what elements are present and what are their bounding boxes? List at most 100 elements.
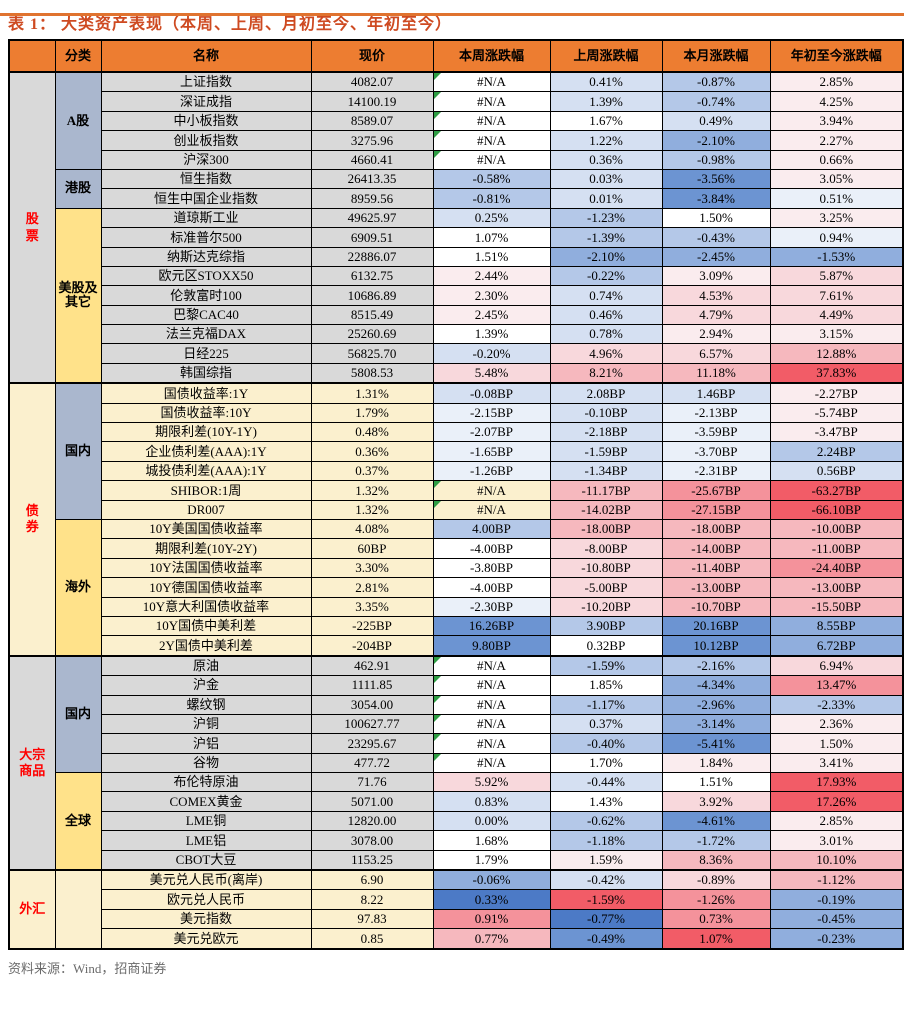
error-triangle-icon <box>434 734 441 742</box>
change-cell: -3.47BP <box>769 422 904 443</box>
change-cell: #N/A <box>432 713 551 735</box>
change-cell: #N/A <box>432 733 551 754</box>
col-header-7: 年初至今涨跌幅 <box>769 39 904 73</box>
change-cell: -5.41% <box>661 733 771 754</box>
table-row: 全球 布伦特原油 71.76 5.92% -0.44% 1.51% 17.93% <box>9 772 904 871</box>
price-cell: 8589.07 <box>310 110 434 132</box>
change-value: -4.34% <box>697 677 735 693</box>
change-value: -10.80BP <box>581 560 631 576</box>
table-row: 沪深300 4660.41 #N/A 0.36% -0.98% 0.66% <box>9 149 904 170</box>
change-cell: 1.79% <box>432 849 551 871</box>
change-cell: 16.26BP <box>432 615 551 637</box>
change-value: -0.44% <box>587 774 625 790</box>
change-value: -1.26% <box>697 891 735 907</box>
asset-name-cell: COMEX黄金 <box>100 791 312 812</box>
asset-name-cell: 深证成指 <box>100 91 312 112</box>
change-value: -3.84% <box>697 190 735 206</box>
change-value: 0.83% <box>474 793 509 809</box>
change-value: 1.50% <box>819 735 854 751</box>
change-value: -27.15BP <box>691 501 741 517</box>
change-value: -18.00BP <box>691 521 741 537</box>
col-header-2: 名称 <box>100 39 312 73</box>
change-value: -2.16% <box>697 658 735 674</box>
change-cell: 3.15% <box>769 324 904 345</box>
table-row: 恒生中国企业指数 8959.56 -0.81% 0.01% -3.84% 0.51% <box>9 188 904 209</box>
change-value: -5.41% <box>697 735 735 751</box>
change-value: -0.10BP <box>584 405 628 421</box>
change-cell: #N/A <box>432 480 551 501</box>
change-cell: 0.74% <box>549 285 663 306</box>
asset-name-cell: 创业板指数 <box>100 130 312 151</box>
change-value: -2.96% <box>697 696 735 712</box>
change-value: -1.23% <box>587 210 625 226</box>
change-value: -0.23% <box>817 930 856 946</box>
change-cell: -0.20% <box>432 343 551 364</box>
change-value: -2.15BP <box>470 405 513 421</box>
asset-name-cell: CBOT大豆 <box>100 849 312 871</box>
change-value: -0.81% <box>472 190 511 206</box>
price-cell: 0.48% <box>310 422 434 443</box>
table-row: 中小板指数 8589.07 #N/A 1.67% 0.49% 3.94% <box>9 110 904 132</box>
change-cell: -1.53% <box>769 246 904 267</box>
asset-name-cell: 10Y意大利国债收益率 <box>100 596 312 617</box>
table-row: 股票 A股 上证指数 4082.07 #N/A 0.41% -0.87% 2.85% <box>8 70 904 384</box>
change-cell: -2.27BP <box>769 382 904 404</box>
change-cell: 5.87% <box>769 265 904 287</box>
change-value: 2.85% <box>819 74 854 90</box>
change-cell: -5.74BP <box>769 402 904 424</box>
price-cell: 3.35% <box>310 596 434 617</box>
change-cell: -0.19% <box>769 889 904 910</box>
price-cell: 4660.41 <box>310 149 434 170</box>
change-cell: 1.50% <box>661 207 771 229</box>
change-cell: -1.23% <box>549 207 663 229</box>
change-value: 0.49% <box>699 113 733 129</box>
change-cell: 5.48% <box>432 362 551 384</box>
col-header-6: 本月涨跌幅 <box>661 39 771 73</box>
change-cell: -2.13BP <box>661 402 771 424</box>
change-value: -0.87% <box>697 74 735 90</box>
change-value: 1.39% <box>474 326 509 342</box>
subcategory-label: A股 <box>66 112 90 128</box>
change-value: 3.15% <box>819 326 854 342</box>
change-value: 1.84% <box>699 755 733 771</box>
subcategory-label: 国内 <box>64 705 91 721</box>
change-cell: 1.39% <box>432 324 551 345</box>
change-cell: 1.07% <box>432 227 551 248</box>
change-cell: -13.00BP <box>661 577 771 598</box>
table-row: 美股及其它 道琼斯工业 49625.97 0.25% -1.23% 1.50% 3.25% <box>9 207 904 384</box>
change-cell: -1.26% <box>661 889 771 910</box>
change-cell: -2.96% <box>661 694 771 715</box>
change-value: -2.10% <box>587 248 625 264</box>
change-cell: 0.77% <box>432 928 551 950</box>
price-cell: 477.72 <box>310 752 434 774</box>
change-value: -0.42% <box>587 872 625 888</box>
change-value: 0.46% <box>589 307 623 323</box>
change-cell: -2.45% <box>661 246 771 267</box>
price-cell: 56825.70 <box>310 343 434 364</box>
price-cell: 4082.07 <box>310 71 434 93</box>
asset-name-cell: 标准普尔500 <box>100 227 312 248</box>
change-cell: 3.90BP <box>549 615 663 637</box>
error-triangle-icon <box>434 92 441 100</box>
table-row: 美元兑欧元 0.85 0.77% -0.49% 1.07% -0.23% <box>9 928 904 950</box>
change-cell: 4.79% <box>661 304 771 326</box>
change-cell: -0.58% <box>432 168 551 190</box>
change-value: -66.10BP <box>811 501 861 517</box>
change-value: -4.00BP <box>470 579 513 595</box>
change-cell: 37.83% <box>769 362 904 384</box>
table-row: LME铝 3078.00 1.68% -1.18% -1.72% 3.01% <box>9 830 904 851</box>
change-cell: 3.92% <box>661 791 771 812</box>
change-cell: -0.23% <box>769 928 904 950</box>
change-cell: -1.59% <box>549 654 663 677</box>
change-value: -2.27BP <box>814 385 858 401</box>
subcategory-label: 美股及其它 <box>58 279 98 310</box>
asset-name-cell: 上证指数 <box>100 71 312 93</box>
table-row: 创业板指数 3275.96 #N/A 1.22% -2.10% 2.27% <box>9 130 904 151</box>
change-value: -11.17BP <box>581 482 631 498</box>
price-cell: 6132.75 <box>310 265 434 287</box>
subcategory-label: 港股 <box>64 180 91 196</box>
change-cell: -0.43% <box>661 227 771 248</box>
change-value: 1.22% <box>589 132 623 148</box>
subcategory-cell: 国内 <box>54 382 102 520</box>
asset-name-cell: 原油 <box>100 654 312 677</box>
